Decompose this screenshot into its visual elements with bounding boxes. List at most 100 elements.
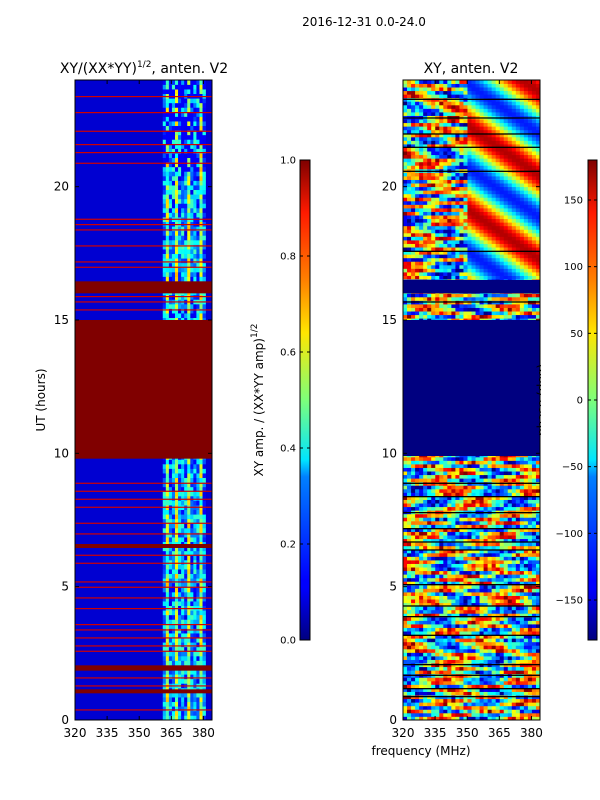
heatmap-cell [439,545,444,550]
heatmap-cell [519,552,525,557]
heatmap-cell [190,550,194,556]
heatmap-cell [527,712,533,717]
heatmap-cell [519,485,525,490]
heatmap-cell [431,492,436,497]
heatmap-cell [467,620,472,625]
heatmap-cell [523,520,529,525]
heatmap-cell [171,226,176,232]
heatmap-cell [190,84,194,90]
heatmap-cell [527,528,533,532]
heatmap-cell [196,130,200,136]
heatmap-cell [202,203,206,209]
heatmap-cell [171,619,176,625]
heatmap-cell [193,171,197,177]
heatmap-cell [196,546,200,552]
heatmap-cell [165,482,170,488]
heatmap-cell [527,556,533,561]
heatmap-cell [168,500,173,506]
heatmap-cell [415,549,420,554]
heatmap-cell [196,226,200,232]
heatmap-cell [202,701,206,707]
flag-line [75,597,212,599]
heatmap-cell [463,545,468,550]
heatmap-cell [451,680,456,685]
heatmap-cell [415,584,420,589]
heatmap-cell [174,578,179,584]
heatmap-cell [171,171,176,177]
heatmap-cell [459,716,464,720]
heatmap-cell [491,652,497,657]
heatmap-cell [407,698,412,703]
heatmap-cell [431,549,436,554]
heatmap-cell [165,564,170,570]
heatmap-cell [531,638,537,643]
heatmap-cell [415,478,420,483]
heatmap-cell [187,592,191,597]
heatmap-cell [459,513,464,518]
heatmap-cell [523,606,529,611]
heatmap-cell [171,102,176,108]
heatmap-cell [184,176,188,181]
heatmap-cell [202,130,206,136]
heatmap-cell [491,709,497,714]
heatmap-cell [199,198,203,204]
heatmap-cell [178,203,182,209]
heatmap-cell [199,692,203,698]
heatmap-cell [171,482,176,488]
heatmap-cell [419,712,424,717]
heatmap-cell [162,669,167,675]
heatmap-cell [527,549,533,554]
heatmap-cell [411,705,416,710]
heatmap-cell [451,616,456,621]
heatmap-cell [178,601,182,607]
heatmap-cell [439,528,444,532]
heatmap-cell [415,531,420,536]
heatmap-cell [455,656,460,660]
heatmap-cell [196,98,200,104]
heatmap-cell [423,570,428,575]
heatmap-cell [455,574,460,579]
heatmap-cell [407,496,412,500]
heatmap-cell [483,496,489,500]
heatmap-cell [427,670,432,675]
heatmap-cell [471,680,476,685]
heatmap-cell [471,602,476,607]
heatmap-cell [495,556,501,561]
heatmap-cell [531,648,537,653]
heatmap-cell [459,641,464,646]
heatmap-cell [168,537,173,543]
heatmap-cell [165,226,170,232]
heatmap-cell [511,609,517,614]
heatmap-cell [174,157,179,163]
heatmap-cell [463,666,468,671]
heatmap-cell [431,531,436,536]
heatmap-cell [515,531,521,536]
heatmap-cell [171,692,176,698]
heatmap-cell [495,570,501,575]
heatmap-cell [483,503,489,508]
heatmap-cell [511,652,517,657]
heatmap-cell [174,112,179,117]
heatmap-cell [181,262,185,268]
heatmap-cell [491,549,497,554]
heatmap-cell [199,276,203,282]
heatmap-cell [171,656,176,661]
heatmap-cell [475,584,480,589]
heatmap-cell [499,464,505,468]
heatmap-cell [196,80,200,85]
heatmap-cell [531,496,537,500]
heatmap-cell [435,513,440,518]
heatmap-cell [443,684,448,689]
heatmap-cell [455,716,460,720]
heatmap-cell [531,567,537,572]
heatmap-cell [447,549,452,554]
heatmap-cell [168,473,173,479]
heatmap-cell [181,176,185,181]
heatmap-cell [467,677,472,682]
heatmap-cell [507,456,513,461]
heatmap-cell [190,249,194,255]
heatmap-cell [178,272,182,277]
heatmap-cell [499,716,505,720]
heatmap-cell [423,592,428,596]
heatmap-cell [495,513,501,518]
